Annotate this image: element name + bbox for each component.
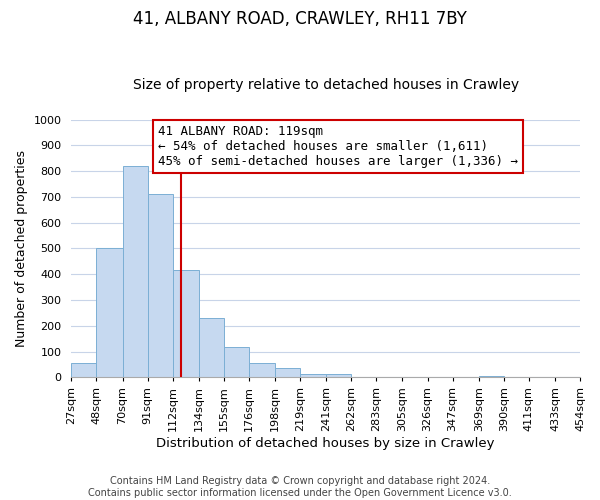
Bar (173, 270, 199, 378)
Bar (300, 374, 326, 378)
Y-axis label: Number of detached properties: Number of detached properties (15, 150, 28, 347)
Bar (199, 318, 224, 378)
Bar (71, 363, 96, 378)
Bar (122, 166, 148, 378)
Text: Contains HM Land Registry data © Crown copyright and database right 2024.
Contai: Contains HM Land Registry data © Crown c… (88, 476, 512, 498)
Text: 41, ALBANY ROAD, CRAWLEY, RH11 7BY: 41, ALBANY ROAD, CRAWLEY, RH11 7BY (133, 10, 467, 28)
Text: 41 ALBANY ROAD: 119sqm
← 54% of detached houses are smaller (1,611)
45% of semi-: 41 ALBANY ROAD: 119sqm ← 54% of detached… (158, 124, 518, 168)
Title: Size of property relative to detached houses in Crawley: Size of property relative to detached ho… (133, 78, 519, 92)
Bar (275, 368, 300, 378)
Bar (249, 363, 275, 378)
Bar (326, 374, 351, 378)
Bar (224, 347, 249, 378)
Bar (479, 376, 504, 378)
Bar (96, 248, 122, 378)
Bar (148, 194, 173, 378)
X-axis label: Distribution of detached houses by size in Crawley: Distribution of detached houses by size … (157, 437, 495, 450)
